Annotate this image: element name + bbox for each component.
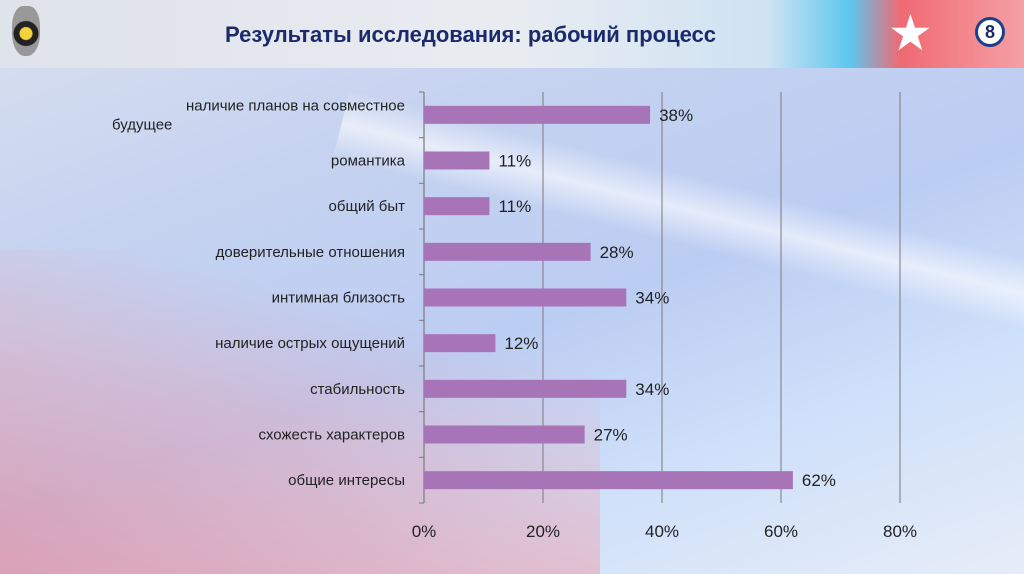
category-label: наличие острых ощущений — [215, 335, 405, 352]
data-label: 28% — [600, 243, 634, 262]
bar — [424, 379, 627, 398]
bar — [424, 151, 490, 170]
bar — [424, 105, 651, 124]
category-label: наличие планов на совместное — [186, 97, 405, 114]
data-label: 27% — [594, 426, 628, 445]
data-label: 11% — [498, 152, 531, 171]
emblem-logo — [12, 6, 40, 56]
bar — [424, 471, 793, 490]
x-tick-label: 0% — [412, 522, 437, 541]
data-label: 62% — [802, 471, 836, 490]
x-tick-label: 40% — [645, 522, 679, 541]
data-label: 11% — [498, 197, 531, 216]
data-label: 34% — [635, 289, 669, 308]
category-label: стабильность — [310, 381, 405, 398]
data-label: 38% — [659, 106, 693, 125]
x-tick-label: 20% — [526, 522, 560, 541]
bar — [424, 288, 627, 307]
slide-number-badge: 8 — [975, 17, 1005, 47]
data-label: 34% — [635, 380, 669, 399]
bar — [424, 334, 496, 353]
x-tick-label: 80% — [883, 522, 917, 541]
x-tick-label: 60% — [764, 522, 798, 541]
category-label: будущее — [112, 116, 172, 133]
bar — [424, 242, 591, 261]
star-icon: ★ — [888, 5, 933, 61]
data-label: 12% — [504, 334, 538, 353]
bar — [424, 197, 490, 216]
slide-header: Результаты исследования: рабочий процесс… — [0, 0, 1024, 68]
bar — [424, 425, 585, 444]
category-label: схожесть характеров — [258, 427, 405, 444]
category-label: общий быт — [329, 198, 406, 215]
slide-title: Результаты исследования: рабочий процесс — [225, 22, 717, 47]
category-label: доверительные отношения — [216, 244, 405, 261]
category-label: интимная близость — [272, 290, 406, 307]
category-label: романтика — [331, 153, 406, 170]
category-label: общие интересы — [288, 472, 405, 489]
